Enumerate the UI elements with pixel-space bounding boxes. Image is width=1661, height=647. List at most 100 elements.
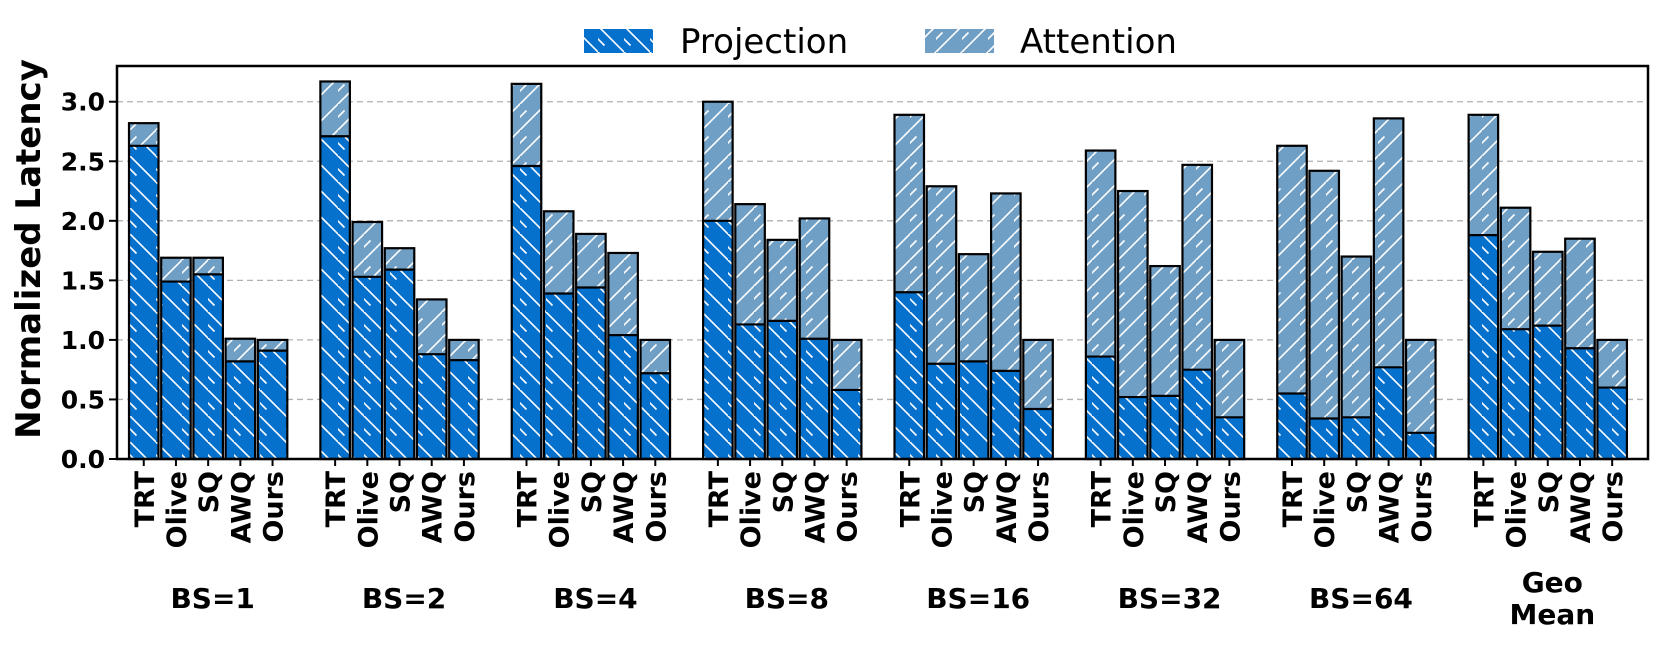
bar-attention-hatch [1277, 145, 1307, 394]
bar-attention-hatch [543, 211, 574, 294]
bar-projection-hatch [703, 220, 733, 459]
x-tick-label: SQ [1534, 471, 1565, 513]
bar-projection-hatch [1023, 408, 1053, 459]
y-tick-label: 2.0 [61, 207, 105, 236]
bar-attention-hatch [352, 222, 383, 277]
group-label: BS=2 [362, 582, 446, 615]
x-tick-label: Ours [259, 471, 290, 543]
x-tick-label: SQ [1342, 471, 1373, 513]
bar-projection-hatch [193, 274, 223, 459]
bar-attention-hatch [1373, 118, 1404, 368]
group-label: BS=4 [553, 582, 637, 615]
x-tick-label: TRT [704, 470, 735, 527]
bar-attention-hatch [576, 233, 606, 288]
bars [127, 80, 1629, 461]
bar-projection-hatch [1150, 395, 1180, 459]
x-tick-label: AWQ [800, 471, 831, 543]
bar-projection-hatch [958, 361, 989, 459]
x-tick-label: Olive [1119, 471, 1150, 548]
bar-projection-hatch [926, 363, 957, 459]
bar-projection-hatch [352, 276, 383, 459]
bar-projection-hatch [576, 287, 606, 459]
y-tick-label: 0.0 [61, 445, 105, 474]
x-tick-label: Olive [545, 471, 576, 548]
x-tick-label: Ours [450, 471, 481, 543]
legend-item-projection: Projection [584, 22, 848, 62]
x-tick-label: AWQ [226, 471, 257, 543]
bar-attention-hatch [1597, 339, 1627, 388]
bar-projection-hatch [511, 166, 542, 459]
legend-label-attention: Attention [1020, 22, 1177, 62]
legend-label-projection: Projection [680, 22, 848, 62]
bar-projection-hatch [416, 354, 447, 459]
bar-attention-hatch [384, 248, 415, 270]
x-tick-label: TRT [1469, 470, 1500, 527]
bar-projection-hatch [831, 389, 862, 459]
bar-attention-hatch [1150, 266, 1180, 396]
y-tick-label: 0.5 [61, 385, 105, 414]
bar-projection-hatch [640, 373, 671, 459]
bar-projection-hatch [161, 281, 191, 459]
x-tick-label: TRT [1278, 470, 1309, 527]
group-label: BS=16 [926, 582, 1030, 615]
bar-attention-hatch [831, 339, 862, 390]
bar-projection-hatch [1309, 418, 1339, 459]
x-tick-label: SQ [768, 471, 799, 513]
bar-attention-hatch [799, 218, 830, 339]
bar-projection-hatch [320, 136, 350, 459]
bar-projection-hatch [129, 145, 159, 460]
x-tick-label: AWQ [418, 471, 449, 543]
bar-attention-hatch [129, 123, 159, 146]
legend: Projection Attention [584, 22, 1177, 62]
bar-projection-hatch [384, 269, 415, 459]
x-tick-label: SQ [1151, 471, 1182, 513]
y-tick-label: 3.0 [61, 88, 105, 117]
x-tick-label: SQ [386, 471, 417, 513]
x-tick-label: AWQ [992, 471, 1023, 543]
bar-attention-hatch [767, 239, 798, 321]
x-tick-label: Olive [1310, 471, 1341, 548]
x-tick-label: SQ [577, 471, 608, 513]
bar-attention-hatch [926, 186, 957, 364]
y-axis-title: Normalized Latency [9, 59, 49, 439]
x-tick-label: AWQ [609, 471, 640, 543]
bar-projection-hatch [608, 335, 638, 459]
bar-projection-hatch [1565, 348, 1595, 459]
group-label: BS=8 [745, 582, 829, 615]
bar-attention-hatch [449, 339, 479, 361]
x-tick-label: Olive [1502, 471, 1533, 548]
bar-attention-hatch [735, 204, 765, 325]
bar-attention-hatch [1309, 170, 1339, 419]
x-tick-label: Olive [736, 471, 767, 548]
x-tick-label: TRT [513, 470, 544, 527]
bar-projection-hatch [767, 320, 798, 459]
bar-projection-hatch [449, 360, 479, 459]
bar-projection-hatch [1406, 432, 1436, 459]
bar-attention-hatch [1500, 207, 1531, 330]
bar-projection-hatch [735, 324, 765, 459]
x-tick-label: Ours [833, 471, 864, 543]
bar-projection-hatch [1182, 369, 1212, 459]
y-axis: 0.0 0.5 1.0 1.5 2.0 2.5 3.0 [61, 88, 117, 474]
bar-projection-hatch [1341, 417, 1372, 459]
x-tick-label: AWQ [1566, 471, 1597, 543]
bar-projection-hatch [1085, 356, 1116, 459]
bar-projection-hatch [1468, 235, 1499, 459]
bar-attention-hatch [257, 339, 288, 351]
bar-projection-hatch [799, 338, 830, 459]
bar-attention-hatch [193, 257, 223, 275]
y-tick-label: 1.5 [61, 266, 105, 295]
bar-attention-hatch [958, 254, 989, 362]
x-tick-label: TRT [321, 470, 352, 527]
bar-attention-hatch [608, 252, 638, 336]
x-tick-label: Olive [927, 471, 958, 548]
x-tick-label: Olive [162, 471, 193, 548]
bar-projection-hatch [1373, 367, 1404, 459]
bar-projection-hatch [225, 361, 256, 459]
x-tick-label: Ours [1407, 471, 1438, 543]
bar-attention-hatch [894, 114, 924, 293]
bar-attention-hatch [1468, 114, 1499, 236]
bar-projection-hatch [257, 350, 288, 459]
